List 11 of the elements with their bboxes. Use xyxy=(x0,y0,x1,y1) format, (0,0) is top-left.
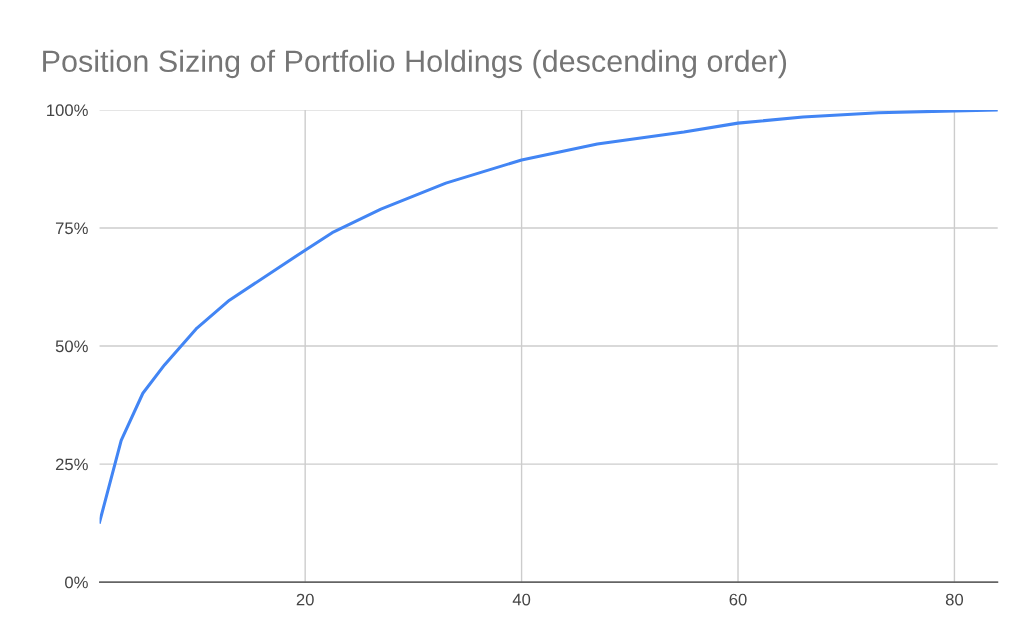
y-tick-label: 50% xyxy=(55,340,88,353)
y-tick-label: 25% xyxy=(55,458,88,471)
x-tick-label: 80 xyxy=(945,593,964,606)
y-tick-label: 0% xyxy=(65,576,88,589)
y-tick-label: 100% xyxy=(47,104,88,117)
x-tick-label: 20 xyxy=(296,593,314,606)
y-tick-label: 75% xyxy=(55,222,88,235)
chart-title: Position Sizing of Portfolio Holdings (descending order) xyxy=(43,49,787,79)
x-tick-label: 40 xyxy=(512,593,531,606)
line-series xyxy=(99,109,998,524)
x-tick-label: 60 xyxy=(729,593,747,606)
